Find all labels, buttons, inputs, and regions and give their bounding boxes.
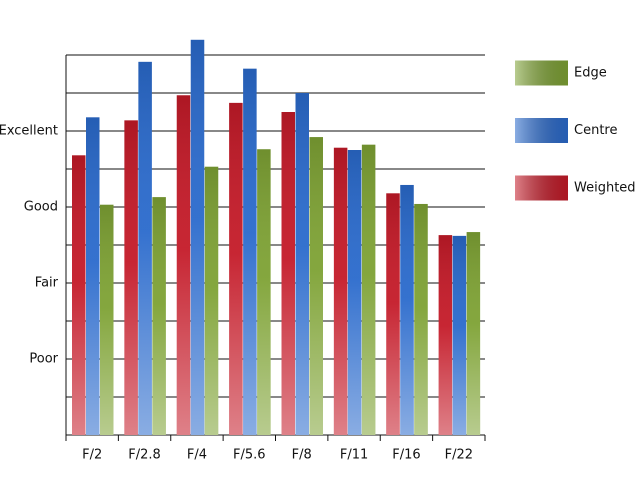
bar-shade	[243, 68, 257, 436]
bar-shade	[452, 235, 467, 435]
bar-shade	[100, 204, 114, 435]
legend-label: Centre	[574, 123, 617, 138]
bar-shade	[190, 39, 205, 436]
bar-shade	[400, 184, 414, 435]
legend-swatch-shade	[515, 118, 568, 143]
bar-shade	[176, 95, 191, 435]
bar-shade	[204, 166, 219, 435]
legend-swatch-shade	[515, 175, 568, 201]
bar-shade	[414, 203, 428, 435]
y-tick-label: Fair	[35, 276, 59, 291]
x-tick-label: F/8	[292, 448, 312, 463]
bar-shade	[295, 93, 309, 435]
y-tick-label: Excellent	[0, 124, 58, 139]
bar-shade	[386, 193, 400, 435]
legend-swatch-shade	[515, 60, 568, 86]
y-tick-label: Poor	[29, 352, 58, 367]
bar-shade	[309, 137, 323, 435]
bar-shade	[347, 150, 362, 435]
bar-shade	[466, 232, 481, 435]
legend-label: Edge	[574, 66, 607, 81]
bar-shade	[438, 235, 453, 435]
x-tick-label: F/16	[392, 448, 420, 463]
bar-shade	[229, 102, 243, 435]
legend-label: Weighted	[574, 181, 636, 196]
x-tick-label: F/22	[445, 448, 473, 463]
bar-shade	[333, 147, 348, 435]
bar-shade	[86, 117, 100, 435]
bar-shade	[257, 149, 271, 436]
bar-shade	[72, 155, 86, 435]
x-tick-label: F/11	[340, 448, 368, 463]
y-tick-label: Good	[24, 200, 58, 215]
bar-shade	[124, 120, 138, 436]
x-tick-label: F/2	[82, 448, 102, 463]
x-tick-label: F/4	[187, 448, 207, 463]
bar-shade	[152, 197, 166, 435]
x-tick-label: F/5.6	[233, 448, 266, 463]
x-tick-label: F/2.8	[128, 448, 161, 463]
bar-shade	[138, 61, 152, 436]
bar-shade	[281, 112, 295, 435]
bar-shade	[361, 144, 376, 435]
